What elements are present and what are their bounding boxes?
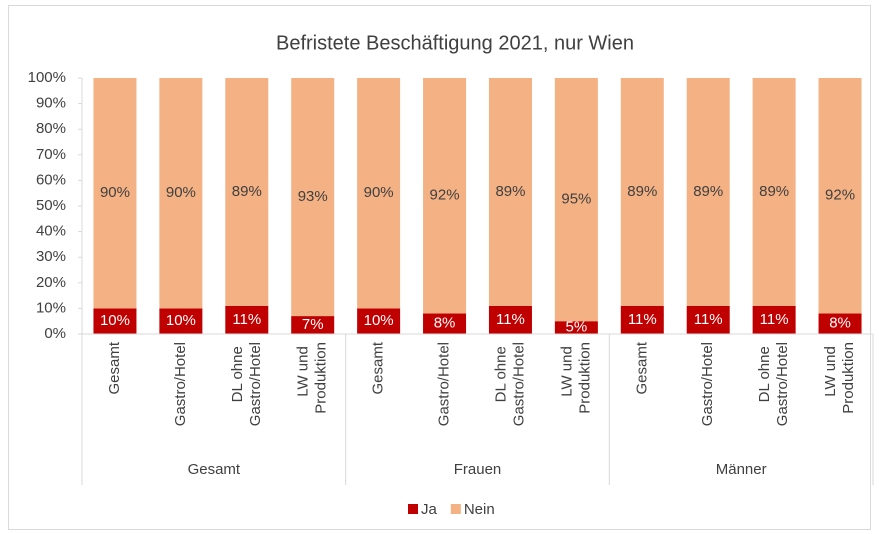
bar-segment xyxy=(357,78,401,309)
x-tick-label-line: Produktion xyxy=(840,342,857,414)
bar-segment xyxy=(620,305,664,334)
value-label: 7% xyxy=(302,316,324,333)
x-tick-label: LW und Produktion xyxy=(295,342,330,414)
legend-swatch xyxy=(450,504,461,514)
value-label: 11% xyxy=(760,311,789,328)
bar-segment xyxy=(818,313,862,334)
x-tick-label-line: LW und xyxy=(558,342,575,397)
bar-segment xyxy=(818,78,862,314)
value-label: 10% xyxy=(364,312,394,329)
bar-segment xyxy=(225,305,269,334)
x-tick-label-line: LW und xyxy=(295,342,312,397)
bar-segment xyxy=(291,316,335,334)
y-tick-label: 60% xyxy=(36,171,66,188)
x-tick-label: Gastro/Hotel xyxy=(172,342,189,426)
x-tick-label: LW und Produktion xyxy=(558,342,593,414)
bar-segment xyxy=(554,321,598,334)
bar-segment xyxy=(93,78,137,309)
y-tick-label: 10% xyxy=(36,299,66,316)
value-label: 95% xyxy=(561,191,591,208)
value-label: 89% xyxy=(693,183,723,200)
bar-segment xyxy=(686,78,730,306)
group-label: Männer xyxy=(716,461,767,478)
x-tick-label-line: DL ohne xyxy=(229,342,246,402)
group-label: Frauen xyxy=(454,461,502,478)
y-tick-label: 90% xyxy=(36,95,66,112)
legend-label: Nein xyxy=(464,501,495,518)
y-tick-label: 80% xyxy=(36,120,66,137)
group-label: Gesamt xyxy=(188,461,241,478)
y-tick-label: 40% xyxy=(36,223,66,240)
value-label: 89% xyxy=(627,183,657,200)
value-label: 11% xyxy=(628,311,657,328)
bar-segment xyxy=(620,78,664,306)
x-tick-label-line: LW und xyxy=(822,342,839,397)
x-tick-label: LW und Produktion xyxy=(822,342,857,414)
value-label: 93% xyxy=(298,188,328,205)
x-tick-label: DL ohne Gastro/Hotel xyxy=(492,342,527,426)
bar-segment xyxy=(423,313,467,334)
y-tick-label: 100% xyxy=(28,69,66,86)
value-label: 90% xyxy=(364,184,394,201)
legend-label: Ja xyxy=(421,501,438,518)
bar-segment xyxy=(93,308,137,334)
bar-segment xyxy=(686,305,730,334)
bar-segment xyxy=(225,78,269,306)
y-tick-label: 0% xyxy=(44,325,66,342)
x-tick-label-line: Gastro/Hotel xyxy=(774,342,791,426)
value-label: 89% xyxy=(495,183,525,200)
legend-swatch xyxy=(408,504,418,514)
value-label: 11% xyxy=(496,311,525,328)
x-tick-label-line: Produktion xyxy=(576,342,593,414)
x-tick-label: DL ohne Gastro/Hotel xyxy=(756,342,791,426)
bar-segment xyxy=(488,305,532,334)
value-label: 90% xyxy=(166,184,196,201)
bar-segment xyxy=(159,308,203,334)
value-label: 89% xyxy=(759,183,789,200)
value-label: 8% xyxy=(829,315,851,332)
value-label: 89% xyxy=(232,183,262,200)
value-label: 92% xyxy=(430,187,460,204)
bar-segment xyxy=(423,78,467,314)
x-tick-label: Gastro/Hotel xyxy=(699,342,716,426)
x-tick-label-line: DL ohne xyxy=(756,342,773,402)
value-label: 11% xyxy=(232,311,261,328)
x-tick-label-line: Produktion xyxy=(313,342,330,414)
bar-segment xyxy=(554,78,598,322)
x-tick-label-line: Gastro/Hotel xyxy=(510,342,527,426)
value-label: 10% xyxy=(100,312,130,329)
x-tick-label: Gesamt xyxy=(370,341,387,394)
bar-segment xyxy=(752,78,796,306)
bar-segment xyxy=(488,78,532,306)
x-tick-label-line: Gastro/Hotel xyxy=(247,342,264,426)
value-label: 92% xyxy=(825,187,855,204)
x-tick-label: Gesamt xyxy=(633,341,650,394)
value-label: 90% xyxy=(100,184,130,201)
x-tick-label-line: DL ohne xyxy=(492,342,509,402)
value-label: 5% xyxy=(566,319,588,336)
x-tick-label: Gastro/Hotel xyxy=(436,342,453,426)
y-tick-label: 70% xyxy=(36,146,66,163)
value-label: 8% xyxy=(434,315,456,332)
y-tick-label: 30% xyxy=(36,248,66,265)
chart-title: Befristete Beschäftigung 2021, nur Wien xyxy=(276,32,634,54)
bar-segment xyxy=(159,78,203,309)
y-tick-label: 20% xyxy=(36,274,66,291)
value-label: 11% xyxy=(694,311,723,328)
y-tick-label: 50% xyxy=(36,197,66,214)
value-label: 10% xyxy=(166,312,196,329)
x-tick-label: Gesamt xyxy=(106,341,123,394)
bar-segment xyxy=(752,305,796,334)
x-tick-label: DL ohne Gastro/Hotel xyxy=(229,342,264,426)
bar-segment xyxy=(357,308,401,334)
bar-segment xyxy=(291,78,335,317)
